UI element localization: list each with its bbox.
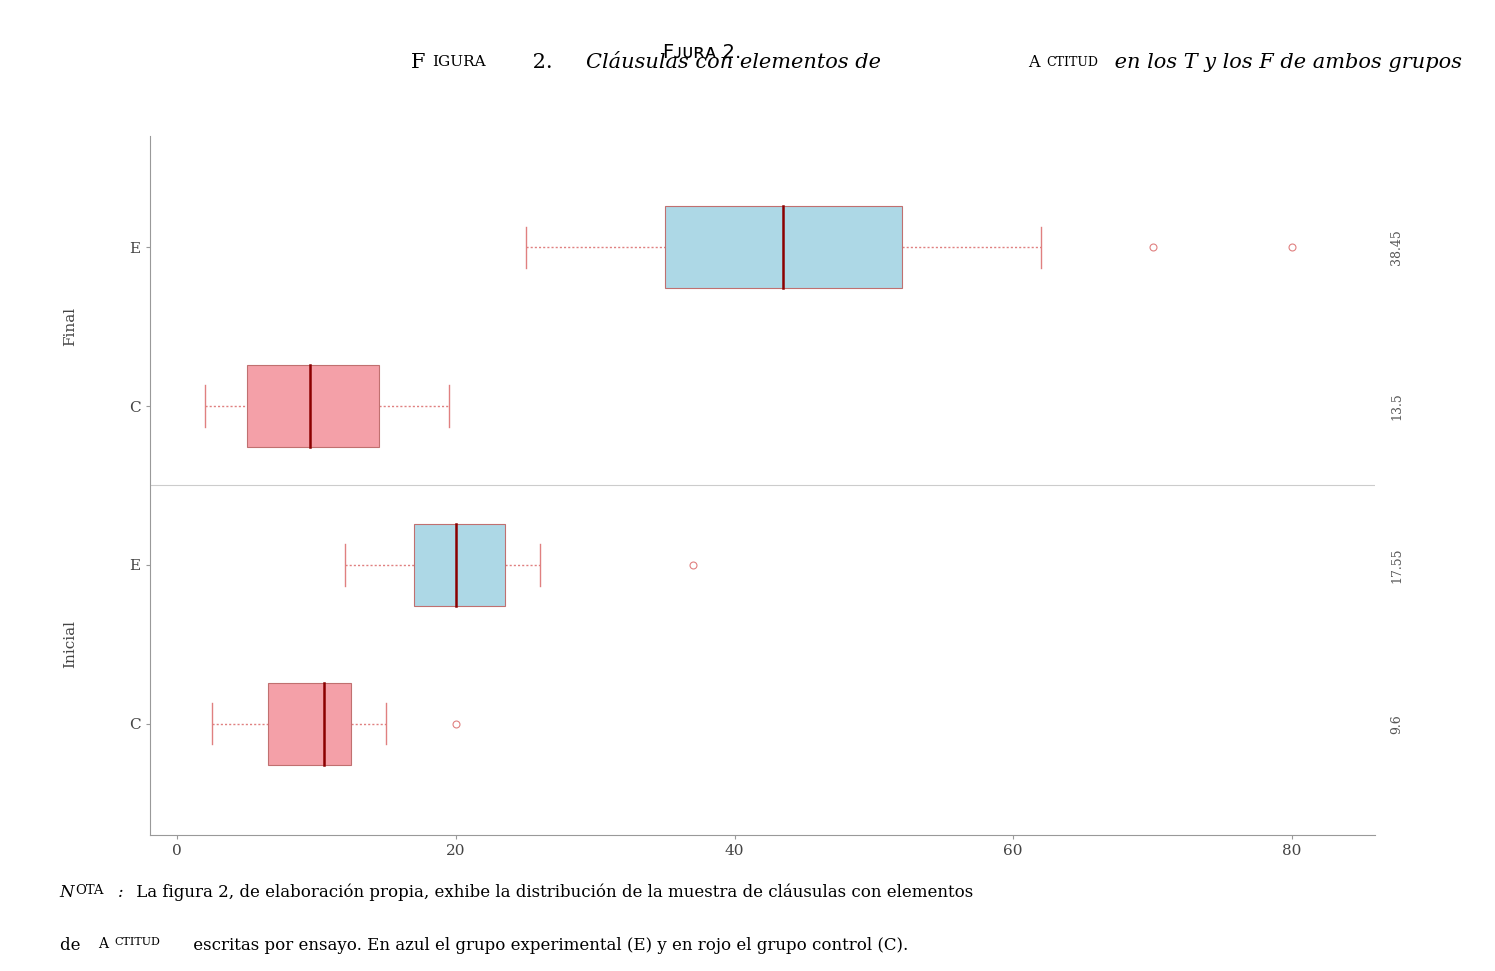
Bar — [268, 683, 351, 765]
Text: IGURA: IGURA — [432, 55, 486, 69]
Text: A: A — [1029, 53, 1041, 71]
Text: La figura 2, de elaboración propia, exhibe la distribución de la muestra de cláu: La figura 2, de elaboración propia, exhi… — [132, 884, 973, 901]
Text: en los T y los F de ambos grupos: en los T y los F de ambos grupos — [1108, 52, 1462, 72]
Text: Inicial: Inicial — [63, 620, 76, 668]
Text: F: F — [411, 52, 426, 72]
Bar — [414, 523, 505, 606]
Text: :: : — [118, 884, 123, 901]
Text: 17.55: 17.55 — [1390, 548, 1404, 583]
Text: Fᴊᴜʀᴀ 2.: Fᴊᴜʀᴀ 2. — [662, 43, 748, 62]
Text: CTITUD: CTITUD — [1046, 55, 1099, 69]
Text: 38.45: 38.45 — [1390, 229, 1404, 265]
Text: OTA: OTA — [75, 884, 103, 896]
Text: Cláusulas con elementos de: Cláusulas con elementos de — [586, 52, 888, 72]
Text: 13.5: 13.5 — [1390, 392, 1404, 419]
Text: A: A — [99, 937, 108, 951]
Bar — [665, 206, 901, 288]
Text: CTITUD: CTITUD — [115, 937, 160, 947]
Text: 9.6: 9.6 — [1390, 714, 1404, 734]
Text: escritas por ensayo. En azul el grupo experimental (E) y en rojo el grupo contro: escritas por ensayo. En azul el grupo ex… — [188, 937, 907, 954]
Bar — [247, 365, 380, 448]
Text: Final: Final — [63, 307, 76, 347]
Text: de: de — [60, 937, 85, 954]
Text: 2.: 2. — [526, 52, 559, 72]
Text: N: N — [60, 884, 75, 901]
